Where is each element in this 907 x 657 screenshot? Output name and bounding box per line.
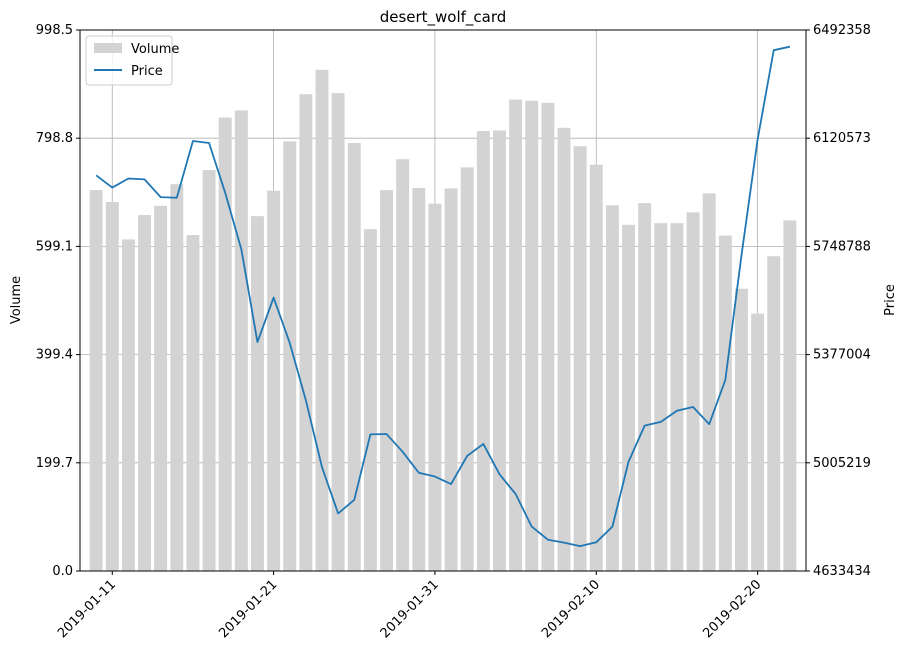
chart-title: desert_wolf_card [380, 8, 507, 27]
volume-bar [444, 188, 458, 571]
volume-bar [428, 203, 442, 571]
volume-bar [251, 216, 264, 571]
volume-bar [718, 235, 732, 571]
volume-bar [89, 190, 103, 571]
y-axis-right: 4633434 5005219 5377004 5748788 6120573 64923… [806, 23, 871, 579]
y-left-tick-label: 998.5 [36, 23, 73, 38]
volume-bar [476, 131, 490, 571]
y-right-tick-label: 5748788 [813, 239, 871, 254]
volume-bar [315, 69, 329, 571]
volume-bar [493, 130, 506, 571]
volume-bar [525, 100, 539, 572]
volume-bar [396, 159, 410, 571]
volume-bar [412, 187, 426, 571]
y-axis-left-title: Volume [9, 276, 24, 324]
volume-bar [202, 170, 216, 571]
legend: Volume Price [85, 35, 179, 86]
volume-bar [121, 239, 135, 571]
volume-bar [573, 146, 587, 572]
volume-bar [363, 229, 377, 571]
volume-bar [299, 94, 313, 571]
y-left-tick-label: 399.4 [36, 348, 73, 363]
volume-bar [589, 164, 603, 572]
volume-bar [735, 288, 748, 571]
volume-bar [605, 205, 619, 571]
volume-bar [541, 102, 555, 571]
price-line-group [95, 45, 791, 547]
volume-bar [509, 99, 523, 572]
y-left-tick-label: 798.8 [36, 131, 73, 146]
volume-bar [283, 141, 297, 571]
volume-bar [783, 220, 797, 571]
legend-label-price: Price [131, 64, 163, 79]
volume-bar [460, 167, 474, 571]
volume-bars [89, 69, 797, 572]
volume-bar [751, 313, 765, 571]
y-right-tick-label: 4633434 [813, 564, 871, 579]
volume-bar [154, 205, 168, 571]
volume-bar [347, 142, 361, 571]
y-right-tick-label: 5377004 [813, 348, 871, 363]
y-right-tick-label: 6492358 [813, 23, 871, 38]
legend-label-volume: Volume [131, 42, 179, 57]
volume-bar [186, 235, 200, 571]
volume-bar [331, 93, 345, 571]
y-axis-right-title: Price [883, 284, 898, 316]
legend-swatch-volume [94, 43, 122, 53]
volume-bar [267, 190, 281, 572]
plot-frame [79, 29, 807, 572]
volume-bar [234, 110, 248, 571]
y-left-tick-label: 199.7 [36, 456, 73, 471]
y-right-tick-label: 6120573 [813, 131, 871, 146]
volume-bar [686, 212, 700, 571]
volume-bar [170, 184, 184, 571]
volume-bar [138, 215, 151, 571]
volume-bar [557, 127, 571, 572]
volume-bar [702, 193, 716, 571]
volume-bar [380, 190, 393, 571]
y-left-tick-label: 0.0 [52, 564, 73, 579]
volume-bar [218, 117, 232, 572]
volume-bar [670, 223, 684, 571]
volume-bar [767, 256, 781, 571]
price-line [95, 45, 791, 547]
y-right-tick-label: 5005219 [813, 456, 871, 471]
volume-bar [654, 223, 668, 571]
y-left-tick-label: 599.1 [36, 239, 73, 254]
volume-bar [622, 224, 635, 571]
volume-bar [105, 202, 119, 571]
y-axis-left: 0.0 199.7 399.4 599.1 798.8 998.5 [36, 23, 80, 579]
volume-bar [638, 203, 652, 571]
